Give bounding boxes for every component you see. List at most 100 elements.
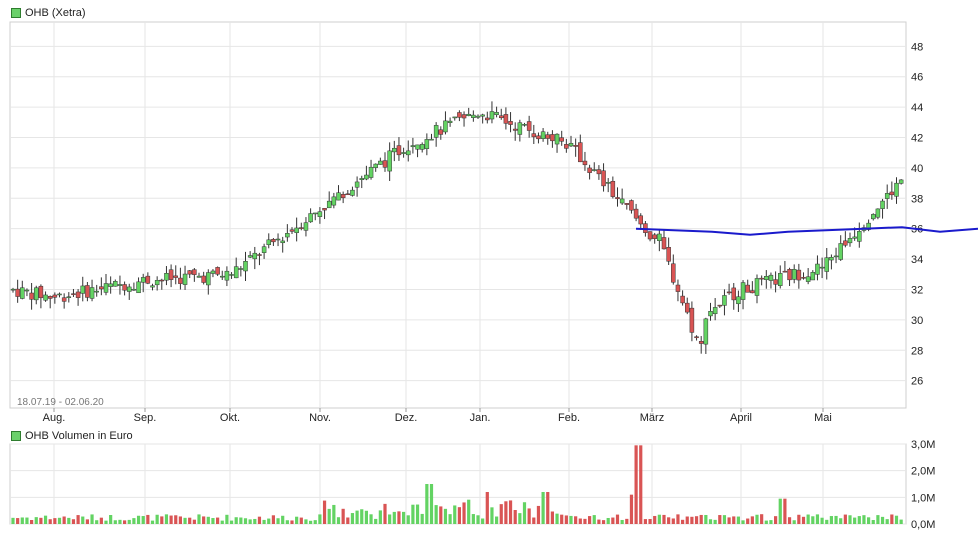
volume-bar (81, 516, 85, 524)
volume-bar (11, 517, 15, 524)
candle-body (801, 277, 806, 279)
candle-body (247, 255, 253, 258)
volume-bar (839, 518, 843, 524)
volume-bar (309, 520, 313, 524)
volume-bar (327, 508, 331, 524)
candle-body (373, 163, 378, 168)
candle-body (578, 142, 583, 163)
candle-body (824, 257, 829, 272)
candle-body (354, 181, 360, 188)
volume-bar (155, 514, 159, 524)
candle-body (629, 200, 634, 211)
candle-body (61, 297, 67, 302)
candle-body (136, 281, 141, 294)
candle-body (494, 112, 499, 115)
volume-bar (290, 520, 294, 524)
volume-bar (123, 520, 127, 524)
volume-bar (615, 514, 620, 524)
x-tick-label: April (730, 412, 752, 424)
candle-body (322, 207, 327, 211)
volume-bar (113, 520, 117, 524)
candle-body (196, 275, 202, 278)
candle-body (564, 144, 569, 149)
volume-y-tick-label: 1,0M (911, 492, 935, 504)
volume-bar (801, 516, 806, 524)
price-legend: OHB (Xetra) (11, 7, 86, 19)
candle-body (694, 336, 699, 339)
volume-bar (225, 514, 229, 524)
candle-body (452, 116, 457, 119)
volume-bar (797, 514, 801, 524)
volume-bar (843, 514, 847, 524)
volume-bar (690, 516, 694, 524)
volume-bar (136, 515, 141, 524)
volume-bar (262, 519, 266, 524)
candle-body (206, 272, 211, 286)
volume-bar (164, 514, 169, 524)
volume-bar (304, 519, 308, 524)
candle-body (122, 284, 127, 291)
volume-bar (708, 519, 713, 524)
volume-bar (522, 502, 527, 524)
candle-body (145, 275, 151, 284)
volume-bar (25, 517, 29, 524)
y-tick-label: 28 (911, 345, 923, 357)
candle-body (229, 274, 234, 276)
candle-body (210, 270, 216, 274)
candle-body (531, 133, 537, 138)
candle-body (791, 269, 797, 280)
volume-bar (39, 517, 43, 524)
volume-bar (499, 504, 503, 524)
volume-bar (662, 514, 666, 524)
volume-bar (276, 518, 280, 524)
x-tick-label: März (640, 412, 664, 424)
volume-bar (639, 445, 643, 524)
volume-bar (160, 516, 164, 524)
volume-bar (560, 514, 564, 524)
candle-body (387, 150, 392, 172)
candle-body (601, 170, 606, 187)
candle-body (275, 238, 281, 241)
volume-bar (457, 507, 461, 524)
candle-body (554, 133, 560, 145)
candle-body (66, 296, 72, 298)
volume-bar (429, 484, 434, 524)
candle-body (47, 296, 53, 299)
volume-bar (378, 510, 382, 524)
candle-body (396, 145, 402, 156)
candle-body (582, 160, 588, 166)
candle-body (340, 194, 346, 199)
candle-body (368, 166, 374, 178)
volume-legend: OHB Volumen in Euro (11, 430, 133, 442)
x-tick-label: Mai (814, 412, 832, 424)
candle-body (415, 144, 420, 150)
candle-body (880, 200, 885, 209)
candle-body (303, 222, 309, 231)
candle-body (703, 318, 709, 345)
volume-bar (243, 518, 248, 524)
candle-body (540, 131, 546, 139)
candle-body (708, 311, 713, 317)
candle-body (475, 115, 481, 118)
volume-bar (867, 517, 871, 524)
volume-bar (736, 516, 740, 524)
volume-bar (20, 517, 24, 524)
volume-bar (322, 500, 327, 524)
x-tick-label: Aug. (43, 412, 66, 424)
candle-body (224, 270, 230, 281)
volume-bar (727, 517, 731, 524)
candle-body (857, 231, 862, 242)
volume-bar (569, 515, 573, 524)
volume-bar (420, 513, 424, 524)
volume-bar (820, 517, 824, 524)
candle-body (43, 294, 48, 301)
volume-bar (90, 514, 94, 524)
candle-body (168, 269, 174, 280)
volume-bar (541, 492, 545, 524)
volume-bar (434, 505, 438, 524)
candle-body (140, 277, 146, 283)
candle-body (182, 273, 188, 285)
candle-body (512, 128, 518, 131)
volume-bar (611, 517, 615, 524)
candle-body (52, 294, 58, 298)
